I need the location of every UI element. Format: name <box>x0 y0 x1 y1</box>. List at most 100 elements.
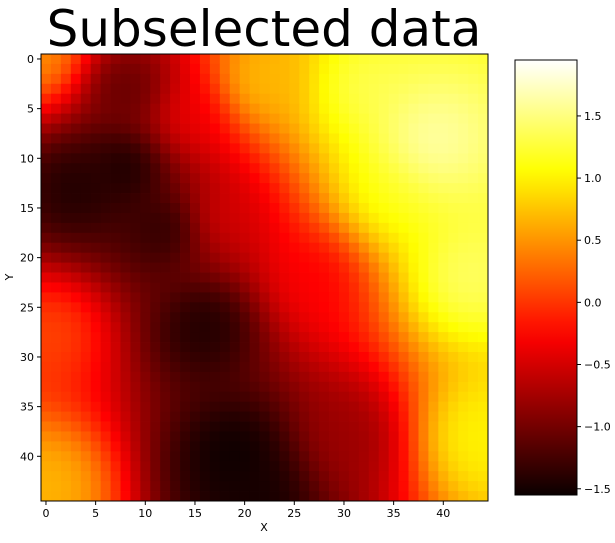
heatmap-cell <box>279 272 290 283</box>
heatmap-cell <box>378 431 390 442</box>
heatmap-cell <box>50 471 62 482</box>
heatmap-cell <box>289 381 300 393</box>
heatmap-cell <box>378 381 390 393</box>
heatmap-cell <box>448 133 459 144</box>
heatmap-cell <box>150 133 161 144</box>
heatmap-cell <box>388 342 399 353</box>
heatmap-cell <box>110 123 121 134</box>
heatmap-cell <box>239 252 250 263</box>
heatmap-cell <box>309 173 320 184</box>
heatmap-cell <box>150 232 161 244</box>
heatmap-cell <box>60 63 72 75</box>
heatmap-cell <box>160 73 171 85</box>
heatmap-cell <box>468 411 479 422</box>
heatmap-cell <box>448 203 459 214</box>
heatmap-cell <box>309 371 320 383</box>
heatmap-cell <box>279 282 290 293</box>
heatmap-cell <box>190 203 201 214</box>
y-axis-label: Y <box>3 273 16 281</box>
heatmap-cell <box>130 292 141 303</box>
heatmap-cell <box>329 282 340 293</box>
heatmap-cell <box>448 143 459 154</box>
heatmap-cell <box>428 83 439 95</box>
heatmap-cell <box>160 193 171 204</box>
heatmap-cell <box>239 262 250 273</box>
heatmap-cell <box>190 421 201 432</box>
heatmap-cell <box>70 143 82 154</box>
heatmap-cell <box>309 153 320 164</box>
heatmap-cell <box>388 63 399 75</box>
heatmap-cell <box>259 183 270 194</box>
heatmap-cell <box>160 183 171 194</box>
heatmap-cell <box>438 371 449 383</box>
heatmap-cell <box>150 153 161 164</box>
heatmap-cell <box>199 113 211 124</box>
heatmap-cell <box>41 272 52 283</box>
heatmap-cell <box>468 401 479 412</box>
heatmap-cell <box>329 113 340 124</box>
heatmap-cell <box>299 491 310 502</box>
heatmap-cell <box>329 431 340 442</box>
heatmap-cell <box>140 312 151 323</box>
heatmap-cell <box>418 471 429 482</box>
heatmap-cell <box>259 93 270 105</box>
heatmap-cell <box>398 431 409 442</box>
heatmap-cell <box>478 203 489 214</box>
heatmap-cell <box>229 302 241 313</box>
heatmap-cell <box>398 401 409 412</box>
heatmap-cell <box>259 421 270 432</box>
heatmap-cell <box>50 193 62 204</box>
heatmap-cell <box>309 282 320 293</box>
heatmap-cell <box>259 232 270 244</box>
heatmap-cell <box>170 212 181 224</box>
heatmap-cell <box>458 461 469 472</box>
heatmap-cell <box>438 461 449 472</box>
heatmap-cell <box>319 232 330 244</box>
heatmap-cell <box>448 262 459 273</box>
heatmap-cell <box>478 143 489 154</box>
heatmap-cell <box>110 232 121 244</box>
heatmap-cell <box>160 173 171 184</box>
heatmap-cell <box>249 292 260 303</box>
heatmap-cell <box>309 222 320 234</box>
heatmap-cell <box>398 183 409 194</box>
heatmap-cell <box>309 481 320 492</box>
heatmap-cell <box>319 212 330 224</box>
heatmap-cell <box>180 83 191 95</box>
heatmap-cell <box>190 183 201 194</box>
heatmap-cell <box>299 431 310 442</box>
heatmap-cell <box>339 203 350 214</box>
heatmap-cell <box>249 332 260 343</box>
heatmap-cell <box>418 113 429 124</box>
heatmap-cell <box>70 332 82 343</box>
heatmap-cell <box>448 421 459 432</box>
heatmap-cell <box>160 212 171 224</box>
heatmap-cell <box>110 83 121 95</box>
heatmap-cell <box>190 133 201 144</box>
heatmap-cell <box>319 381 330 393</box>
colorbar-tick-label: 1.5 <box>584 110 602 123</box>
heatmap-cell <box>60 451 72 462</box>
heatmap-cell <box>438 401 449 412</box>
heatmap-cell <box>329 471 340 482</box>
heatmap-cell <box>309 73 320 85</box>
heatmap-cell <box>428 262 439 273</box>
heatmap-cell <box>259 113 270 124</box>
heatmap-cell <box>41 332 52 343</box>
heatmap-cell <box>448 103 459 114</box>
heatmap-cell <box>249 262 260 273</box>
heatmap-cell <box>50 113 62 124</box>
heatmap-cell <box>170 312 181 323</box>
heatmap-cell <box>100 481 111 492</box>
heatmap-cell <box>468 63 479 75</box>
heatmap-cell <box>259 173 270 184</box>
heatmap-cell <box>398 332 409 343</box>
heatmap-cell <box>41 322 52 333</box>
heatmap-cell <box>438 302 449 313</box>
heatmap-cell <box>229 431 241 442</box>
heatmap-cell <box>309 232 320 244</box>
heatmap-cell <box>329 242 340 254</box>
heatmap-cell <box>249 431 260 442</box>
heatmap-cell <box>41 103 52 114</box>
heatmap-cell <box>60 212 72 224</box>
